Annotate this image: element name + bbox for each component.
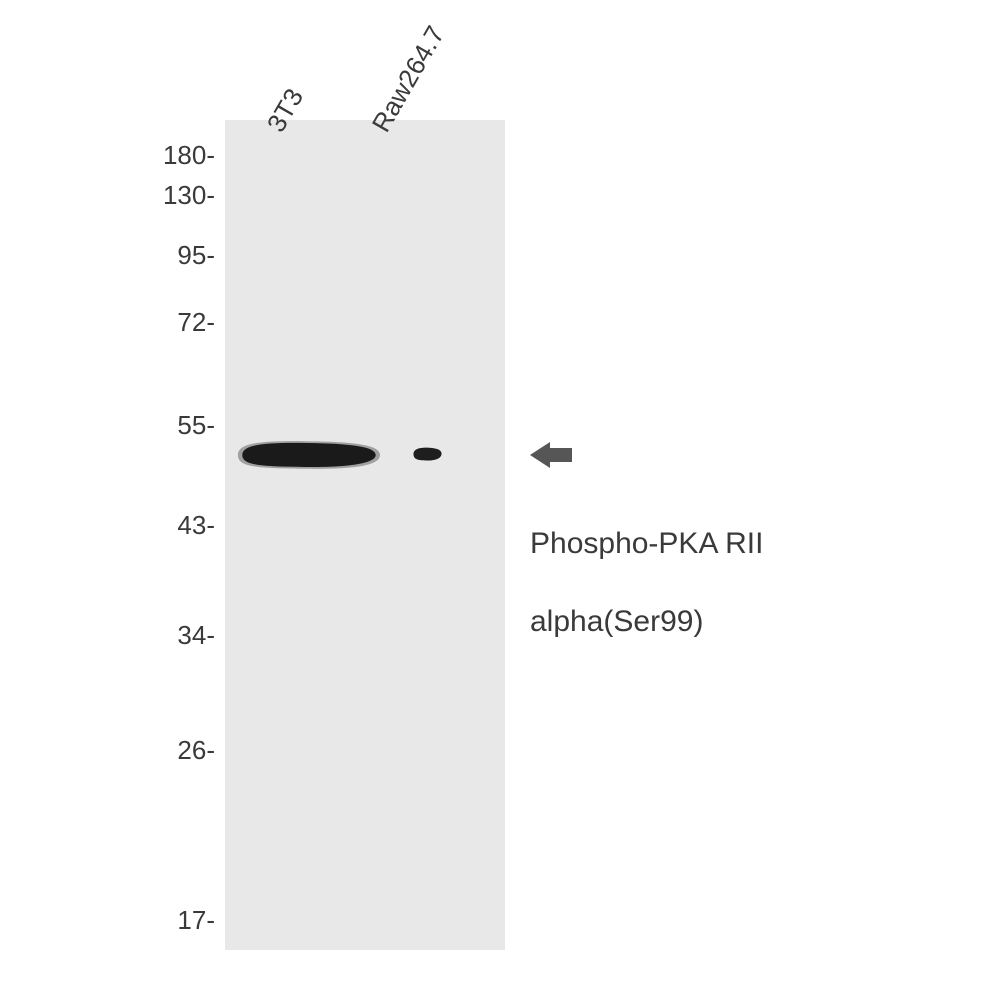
band-annotation-line1: Phospho-PKA RII [530, 527, 763, 560]
band-0 [235, 440, 380, 470]
mw-label-6: 34- [145, 622, 215, 648]
band-1 [410, 445, 445, 463]
band-annotation-line2: alpha(Ser99) [530, 605, 703, 638]
mw-label-8: 17- [145, 907, 215, 933]
mw-label-7: 26- [145, 737, 215, 763]
mw-label-5: 43- [145, 512, 215, 538]
mw-label-4: 55- [145, 412, 215, 438]
band-annotation: Phospho-PKA RII alpha(Ser99) [530, 485, 763, 641]
lane-label-1: Raw264.7 [367, 22, 448, 136]
figure-canvas: { "figure": { "canvas": { "width": 1000,… [0, 0, 1000, 1000]
mw-label-2: 95- [145, 242, 215, 268]
mw-label-3: 72- [145, 309, 215, 335]
mw-label-0: 180- [145, 142, 215, 168]
mw-label-1: 130- [145, 182, 215, 208]
blot-membrane [225, 120, 505, 950]
